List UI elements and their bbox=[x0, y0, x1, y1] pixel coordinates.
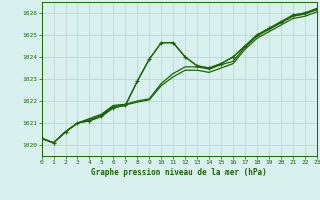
X-axis label: Graphe pression niveau de la mer (hPa): Graphe pression niveau de la mer (hPa) bbox=[91, 168, 267, 177]
